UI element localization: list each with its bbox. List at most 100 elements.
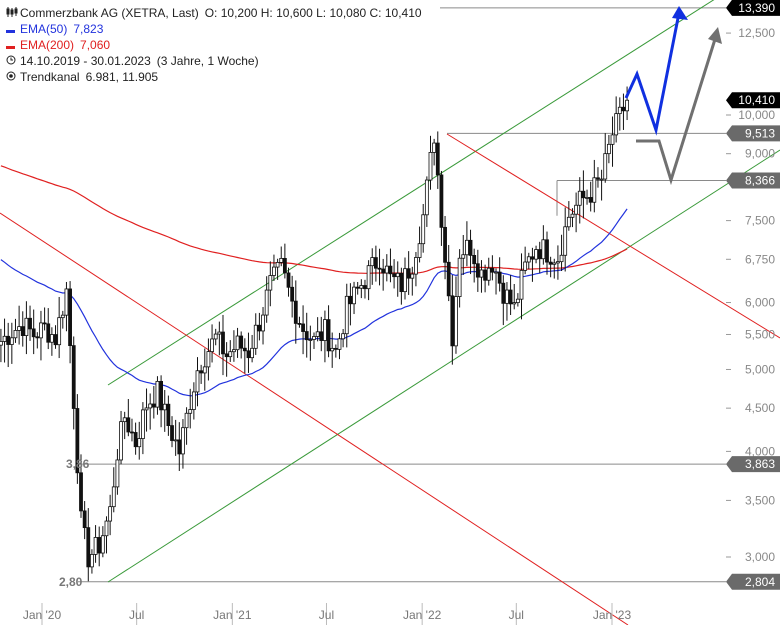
candle-body [348, 295, 353, 305]
candle [140, 402, 145, 455]
candle-body [272, 266, 276, 276]
candle [224, 342, 229, 377]
candle-body [323, 319, 327, 341]
candle-body [293, 300, 298, 324]
candle-body [614, 113, 619, 136]
candle [494, 268, 498, 295]
candle-body [297, 323, 302, 325]
candle [421, 203, 426, 253]
candlestick-icon [6, 5, 20, 21]
candle [137, 421, 142, 460]
candle-body [188, 409, 193, 414]
candle [410, 266, 415, 296]
candle [232, 330, 236, 362]
candle [468, 229, 473, 275]
candle-body [373, 257, 378, 269]
candle [217, 321, 222, 356]
candle [606, 134, 611, 164]
price-tag-bg [726, 573, 780, 590]
candle [414, 251, 418, 287]
candle-body [97, 537, 102, 554]
candle [213, 328, 218, 346]
candle [68, 281, 72, 364]
candle-body [606, 143, 611, 155]
candle-body [93, 537, 98, 555]
candle-body [111, 486, 116, 508]
candle [191, 382, 196, 420]
candle [0, 328, 3, 363]
candle-body [479, 269, 484, 278]
candle-body [250, 347, 255, 359]
candle [221, 314, 225, 376]
candle [574, 192, 579, 233]
candle-body [64, 288, 69, 316]
candle-body [199, 370, 204, 374]
candle-body [31, 328, 36, 338]
candle [290, 275, 295, 318]
candle [195, 357, 200, 407]
candle [312, 332, 316, 349]
candle-body [184, 412, 189, 429]
candle-body [486, 267, 491, 281]
candle [621, 93, 626, 130]
candle [162, 390, 167, 432]
ema200-swatch-icon [6, 46, 15, 49]
candle [104, 516, 109, 554]
candle-body [468, 239, 473, 256]
horizontal-levels [78, 7, 726, 583]
price-tag-label: 9,513 [745, 126, 775, 140]
candle [75, 394, 80, 484]
candle-body [242, 347, 247, 352]
ema-lines [0, 165, 628, 397]
candle-body [574, 204, 579, 215]
candle [71, 336, 76, 430]
candle-body [75, 408, 80, 474]
candle-body [71, 345, 76, 409]
candle [370, 248, 375, 285]
legend-ema50-value: 7,823 [73, 22, 104, 36]
x-tick-label: Jul [509, 608, 524, 622]
candle [548, 256, 553, 278]
candle-body [621, 106, 626, 112]
candle-body [239, 335, 244, 349]
candle-body [377, 267, 382, 270]
candle-body [545, 239, 549, 263]
candle [250, 334, 255, 363]
candle-body [177, 439, 182, 455]
candle-body [49, 334, 54, 343]
y-tick-label: 7,500 [745, 214, 775, 228]
candle [497, 257, 502, 292]
candle-body [588, 197, 593, 203]
candle-body [501, 282, 506, 304]
candle [119, 410, 123, 465]
candle-body [28, 317, 32, 330]
candle [144, 388, 149, 432]
candle-body [304, 331, 309, 341]
candle-body [224, 353, 229, 358]
candle-body [35, 336, 40, 339]
candle-body [392, 273, 396, 278]
candle [13, 318, 18, 343]
candle [457, 249, 462, 308]
candle-body [599, 178, 604, 181]
y-tick-label: 9,000 [745, 147, 775, 161]
candle-body [363, 285, 367, 290]
candle [130, 418, 134, 442]
candle-body [443, 226, 447, 263]
candle-body [366, 265, 371, 290]
candle-body [388, 265, 393, 275]
candle-body [60, 314, 65, 319]
candle [261, 307, 265, 345]
candle-body [6, 335, 11, 345]
candle-body [217, 331, 222, 335]
candle-body [115, 459, 120, 488]
candle [64, 281, 69, 332]
candle-body [119, 421, 123, 461]
candle-body [286, 272, 291, 288]
candle [159, 375, 163, 428]
candle [472, 248, 477, 283]
price-tag-bg [726, 92, 780, 109]
candle [377, 248, 382, 286]
candle-body [494, 271, 498, 274]
candle-body [261, 314, 265, 332]
